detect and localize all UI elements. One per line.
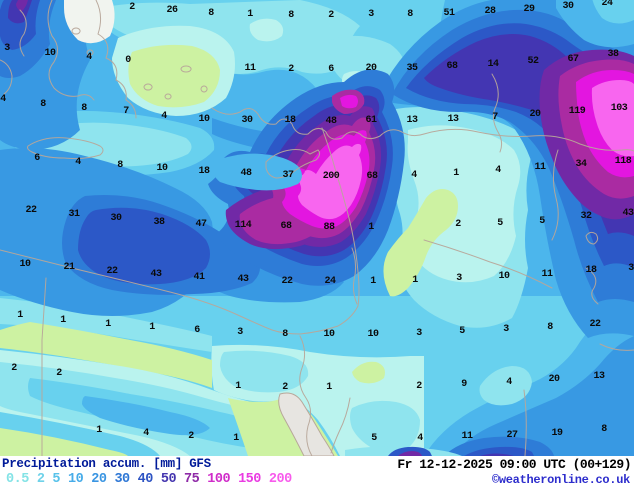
legend-value: 0.5 bbox=[6, 472, 29, 487]
legend-value: 200 bbox=[268, 472, 292, 487]
legend-value: 75 bbox=[184, 472, 200, 487]
coastlines bbox=[0, 0, 634, 456]
red-sea-grey bbox=[278, 392, 335, 456]
precipitation-map: 2 26 8 1 8 2 3 8 51 28 29 30 24 3 10 4 0 11 2 6 20 35 68 14 52 67… bbox=[0, 0, 634, 456]
aegean-islands bbox=[71, 27, 208, 100]
nile-river bbox=[299, 335, 313, 456]
greece-coast bbox=[47, 0, 95, 101]
gulf-of-aqaba bbox=[330, 397, 351, 454]
legend-value: 100 bbox=[207, 472, 231, 487]
caption-bar: Precipitation accum. [mm] GFS Fr 12-12-2… bbox=[0, 456, 634, 490]
legend-value: 40 bbox=[137, 472, 154, 487]
levant-coast bbox=[271, 127, 360, 335]
balkan-coast bbox=[0, 9, 27, 95]
precip-contours bbox=[0, 0, 634, 456]
jordan-valley bbox=[351, 247, 358, 305]
syria-iraq-border bbox=[551, 149, 559, 241]
cyprus-outline bbox=[265, 149, 321, 179]
legend-value: 20 bbox=[91, 472, 107, 487]
small-island bbox=[585, 231, 599, 245]
legend-value: 2 bbox=[36, 472, 45, 487]
legend-value: 50 bbox=[160, 472, 177, 487]
west-turkey-coast bbox=[95, 0, 137, 119]
product-title: Precipitation accum. [mm] GFS bbox=[2, 457, 211, 471]
legend-value: 5 bbox=[52, 472, 61, 487]
legend-value: 150 bbox=[238, 472, 261, 487]
legend-value: 30 bbox=[114, 472, 130, 487]
legend-value: 10 bbox=[68, 472, 84, 487]
euphrates-river bbox=[491, 73, 503, 153]
egypt-libya-border bbox=[41, 277, 47, 456]
saudi-border bbox=[523, 343, 634, 456]
crete-outline bbox=[27, 137, 104, 160]
turkey-syria-border bbox=[423, 128, 634, 152]
color-scale-legend: 0.5 2 5 10 20 30 40 50 75 100 150 200 bbox=[6, 472, 292, 487]
valid-time: Fr 12-12-2025 09:00 UTC (00+129) bbox=[397, 457, 631, 472]
south-turkey-coast bbox=[211, 107, 425, 140]
jordan-saudi-border bbox=[423, 239, 599, 305]
copyright-link[interactable]: ©weatheronline.co.uk bbox=[491, 473, 630, 487]
north-africa-coast bbox=[0, 249, 273, 331]
